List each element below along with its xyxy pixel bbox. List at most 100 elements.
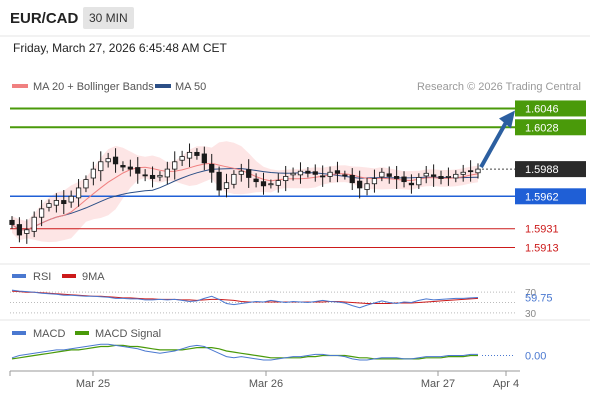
candle-body	[53, 200, 59, 206]
macd-line	[11, 343, 478, 361]
candle-body	[275, 180, 281, 186]
chart-header: EUR/CAD 30 MIN	[0, 0, 590, 36]
candle-body	[371, 178, 378, 185]
candle-body	[460, 171, 466, 175]
level-label-1.5913: 1.5913	[525, 243, 559, 255]
candle-body	[149, 174, 156, 179]
candle-body	[157, 174, 163, 178]
ma20-line	[11, 162, 479, 231]
rsi-tick-30: 30	[525, 309, 537, 320]
candle-body	[238, 170, 244, 175]
rsi-legend-label: RSI	[33, 271, 51, 283]
candle-body	[416, 177, 422, 186]
rsi-tick-70: 70	[525, 288, 537, 299]
candle-body	[105, 158, 111, 163]
x-tick-label: Mar 26	[249, 378, 283, 390]
macd-legend-swatch	[12, 331, 26, 335]
candle-body	[38, 208, 45, 218]
macd-signal-legend-label: MACD Signal	[95, 328, 161, 340]
candle-body	[172, 161, 178, 170]
candle-body	[46, 203, 52, 208]
level-label-1.5962: 1.5962	[525, 191, 559, 203]
candle-body	[312, 171, 318, 175]
candle-body	[194, 151, 200, 156]
ma20-legend-swatch	[12, 84, 28, 88]
candle-body	[453, 173, 459, 179]
candle-body	[246, 169, 252, 178]
candle-body	[349, 174, 355, 184]
candle-body	[61, 200, 67, 205]
candle-body	[186, 151, 193, 159]
candle-body	[127, 166, 133, 170]
pair-title: EUR/CAD	[10, 10, 79, 27]
rsi-line	[11, 289, 479, 309]
candle-body	[334, 170, 341, 174]
candle-body	[120, 165, 126, 168]
candle-body	[253, 178, 259, 183]
candle-body	[216, 171, 222, 191]
candle-body	[268, 183, 274, 186]
rsi-ma-legend-label: 9MA	[82, 271, 105, 283]
ma50-line	[11, 167, 479, 231]
macd-current-value: 0.00	[525, 351, 546, 363]
price-labels: 1.6046 1.6028 1.5962 1.5931 1.5913 1.5988	[515, 100, 586, 255]
x-axis: Mar 25 Mar 26 Mar 27 Apr 4	[9, 371, 519, 390]
candle-body	[305, 170, 311, 174]
candle-body	[112, 156, 119, 165]
candle-body	[9, 219, 15, 225]
macd-panel: 0.00	[11, 343, 546, 363]
candle-body	[327, 171, 333, 177]
candle-body	[401, 176, 407, 183]
candle-body	[209, 164, 215, 173]
candle-body	[475, 168, 481, 174]
research-credit: Research © 2026 Trading Central	[417, 81, 581, 93]
bollinger-band	[12, 141, 478, 243]
bollinger-band-area	[12, 141, 478, 243]
x-tick-label: Mar 25	[76, 378, 110, 390]
rsi-ma-legend-swatch	[62, 274, 76, 278]
candle-body	[164, 168, 170, 178]
level-tag-1.6028	[515, 119, 586, 136]
candle-body	[142, 174, 148, 177]
candle-body	[260, 181, 267, 187]
forecast-arrow	[479, 110, 515, 169]
ma50-legend-swatch	[155, 84, 171, 88]
key-levels	[10, 107, 515, 249]
candle-body	[386, 173, 392, 177]
x-tick-label: Mar 27	[421, 378, 455, 390]
candle-body	[297, 170, 304, 176]
candle-body	[438, 176, 444, 179]
level-label-1.5931: 1.5931	[525, 224, 559, 236]
current-price-label: 1.5988	[525, 164, 559, 176]
candle-body	[75, 187, 82, 199]
candle-body	[179, 156, 185, 161]
timestamp: Friday, March 27, 2026 6:45:48 AM CET	[13, 41, 227, 55]
candle-body	[445, 176, 452, 178]
level-tag-1.5962	[515, 188, 586, 205]
candle-body	[231, 173, 237, 185]
rsi-current-value: 59.75	[525, 292, 553, 304]
candle-body	[16, 224, 23, 236]
candles	[9, 143, 481, 244]
ma50-legend-label: MA 50	[175, 81, 206, 93]
candle-body	[408, 182, 415, 186]
timeframe-badge[interactable]: 30 MIN	[83, 7, 134, 29]
candle-body	[357, 180, 363, 189]
candle-body	[223, 182, 230, 189]
candle-body	[290, 172, 296, 176]
candle-body	[201, 153, 207, 164]
candle-body	[430, 174, 437, 177]
candle-body	[423, 172, 429, 177]
candle-body	[31, 216, 37, 232]
candle-body	[24, 229, 30, 234]
candle-body	[83, 179, 89, 189]
macd-signal-legend-swatch	[75, 331, 89, 335]
candle-body	[379, 171, 385, 178]
level-tag-1.6046	[515, 100, 586, 117]
macd-signal-line	[11, 344, 478, 360]
level-label-1.6046: 1.6046	[525, 103, 559, 115]
rsi-panel: 70 30 59.75	[10, 288, 553, 320]
candle-body	[283, 176, 289, 182]
current-price-tag	[515, 161, 586, 178]
